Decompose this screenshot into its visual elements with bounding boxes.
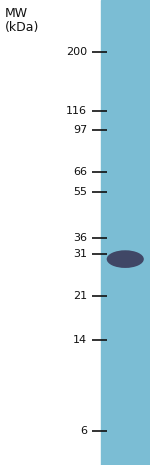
Bar bbox=[100, 0, 150, 465]
Text: 36: 36 bbox=[73, 232, 87, 243]
Ellipse shape bbox=[107, 250, 144, 268]
Text: 200: 200 bbox=[66, 47, 87, 57]
Text: MW
(kDa): MW (kDa) bbox=[4, 7, 39, 34]
Text: 116: 116 bbox=[66, 106, 87, 116]
Text: 14: 14 bbox=[73, 335, 87, 345]
Text: 31: 31 bbox=[73, 249, 87, 259]
Text: 66: 66 bbox=[73, 167, 87, 177]
Text: 6: 6 bbox=[80, 426, 87, 436]
Text: 21: 21 bbox=[73, 291, 87, 301]
Text: 55: 55 bbox=[73, 187, 87, 197]
Text: 97: 97 bbox=[73, 126, 87, 135]
